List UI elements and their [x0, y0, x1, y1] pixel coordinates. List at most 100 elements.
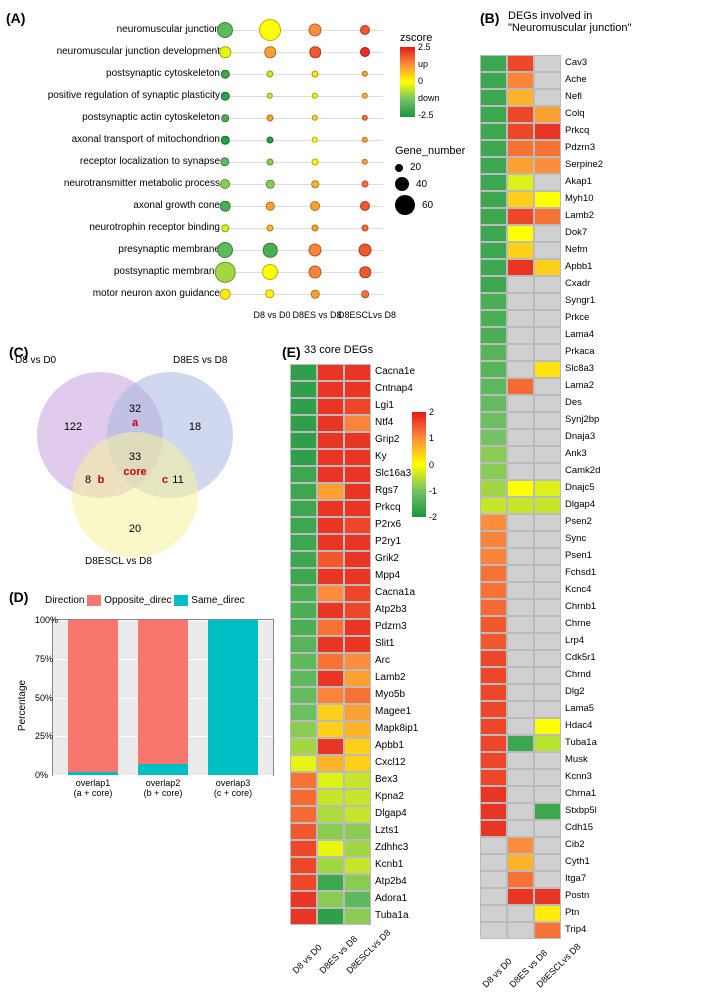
- dotplot-dot: [267, 115, 274, 122]
- bar-plot-area: [53, 620, 273, 775]
- gene-label: Fchsd1: [565, 568, 596, 578]
- heatmap-cell: [507, 378, 534, 395]
- dotplot-dot: [362, 93, 368, 99]
- dotplot-dot: [309, 24, 322, 37]
- y-axis-label: Percentage: [17, 680, 28, 731]
- heatmap-legend-tick: 2: [429, 407, 434, 417]
- zscore-tick: 2.5: [418, 42, 431, 52]
- venn-set-label: D8ES vs D8: [173, 355, 227, 366]
- heatmap-cell: [534, 378, 561, 395]
- heatmap-cell: [344, 551, 371, 568]
- heatmap-cell: [507, 191, 534, 208]
- gene-label: Lama4: [565, 330, 594, 340]
- dotplot-dot: [267, 137, 274, 144]
- dotplot-column-label: D8ESCLvs D8: [338, 310, 396, 320]
- dotplot-dot: [262, 264, 278, 280]
- dotplot-dot: [267, 225, 274, 232]
- heatmap-cell: [507, 633, 534, 650]
- heatmap-cell: [534, 191, 561, 208]
- heatmap-cell: [507, 701, 534, 718]
- gene-label: Kcnn3: [565, 772, 592, 782]
- gene-label: Lama2: [565, 381, 594, 391]
- gene-label: Kcnc4: [565, 585, 591, 595]
- dotplot-dot: [220, 201, 231, 212]
- dotplot-dot: [221, 114, 229, 122]
- heatmap-cell: [534, 123, 561, 140]
- heatmap-cell: [344, 432, 371, 449]
- heatmap-cell: [344, 908, 371, 925]
- gene-label: Synj2bp: [565, 415, 599, 425]
- heatmap-cell: [507, 140, 534, 157]
- heatmap-cell: [534, 871, 561, 888]
- heatmap-cell: [317, 398, 344, 415]
- dotplot-dot: [309, 46, 321, 58]
- heatmap-cell: [534, 888, 561, 905]
- direction-legend: Direction Opposite_direc Same_direc: [45, 595, 295, 606]
- dotplot-row-label: postsynaptic actin cytoskeleton: [10, 113, 220, 123]
- gene-label: Cdk5r1: [565, 653, 596, 663]
- heatmap-cell: [480, 140, 507, 157]
- heatmap-cell: [317, 687, 344, 704]
- heatmap-cell: [317, 840, 344, 857]
- panel-D-barchart: (D) Direction Opposite_direc Same_direc …: [15, 595, 295, 810]
- heatmap-cell: [534, 905, 561, 922]
- gene-label: Cdh15: [565, 823, 593, 833]
- heatmap-cell: [534, 327, 561, 344]
- x-tick-label: overlap2(b + core): [125, 778, 201, 798]
- heatmap-cell: [534, 208, 561, 225]
- heatmap-cell: [290, 772, 317, 789]
- heatmap-cell: [317, 415, 344, 432]
- dotplot-row-label: postsynaptic membrane: [10, 267, 220, 277]
- heatmap-cell: [317, 381, 344, 398]
- heatmap-cell: [344, 534, 371, 551]
- dotplot-dot: [217, 242, 233, 258]
- heatmap-cell: [290, 466, 317, 483]
- y-tick-label: 50%: [35, 693, 53, 703]
- heatmap-cell: [507, 446, 534, 463]
- heatmap-cell: [290, 415, 317, 432]
- heatmap-cell: [507, 480, 534, 497]
- heatmap-cell: [317, 517, 344, 534]
- heatmap-cell: [344, 721, 371, 738]
- heatmap-cell: [534, 72, 561, 89]
- gene-label: Ntf4: [375, 418, 393, 428]
- heatmap-cell: [344, 585, 371, 602]
- heatmap-cell: [507, 361, 534, 378]
- dotplot-dot: [362, 225, 369, 232]
- gene-label: Serpine2: [565, 160, 603, 170]
- heatmap-cell: [317, 619, 344, 636]
- gene-label: Apbb1: [565, 262, 592, 272]
- bar-segment-opp: [138, 620, 188, 764]
- heatmap-cell: [507, 786, 534, 803]
- gene-label: Magee1: [375, 707, 411, 717]
- dotplot-dot: [267, 71, 274, 78]
- heatmap-cell: [344, 398, 371, 415]
- heatmap-cell: [507, 123, 534, 140]
- gene-label: Chrnb1: [565, 602, 596, 612]
- heatmap-cell: [317, 755, 344, 772]
- dotplot-row-label: positive regulation of synaptic plastici…: [10, 91, 220, 101]
- venn-text: 11: [172, 474, 183, 486]
- gene-label: Myh10: [565, 194, 594, 204]
- heatmap-legend-tick: 1: [429, 433, 434, 443]
- gene-label: Rgs7: [375, 486, 398, 496]
- dotplot-dot: [362, 115, 368, 121]
- heatmap-cell: [507, 616, 534, 633]
- heatmap-cell: [507, 259, 534, 276]
- venn-set-label: D8 vs D0: [15, 355, 56, 366]
- heatmap-cell: [290, 483, 317, 500]
- dotplot-dot: [360, 201, 370, 211]
- heatmap-cell: [507, 905, 534, 922]
- size-legend: Gene_number 204060: [395, 145, 475, 219]
- gene-label: Sync: [565, 534, 586, 544]
- size-legend-items: 204060: [395, 162, 475, 215]
- dotplot-dot: [217, 22, 233, 38]
- heatmap-cell: [534, 837, 561, 854]
- heatmap-cell: [480, 72, 507, 89]
- heatmap-cell: [290, 619, 317, 636]
- heatmap-cell: [534, 922, 561, 939]
- dotplot-dot: [267, 93, 273, 99]
- gene-label: Mpp4: [375, 571, 400, 581]
- heatmap-cell: [344, 653, 371, 670]
- heatmap-cell: [317, 551, 344, 568]
